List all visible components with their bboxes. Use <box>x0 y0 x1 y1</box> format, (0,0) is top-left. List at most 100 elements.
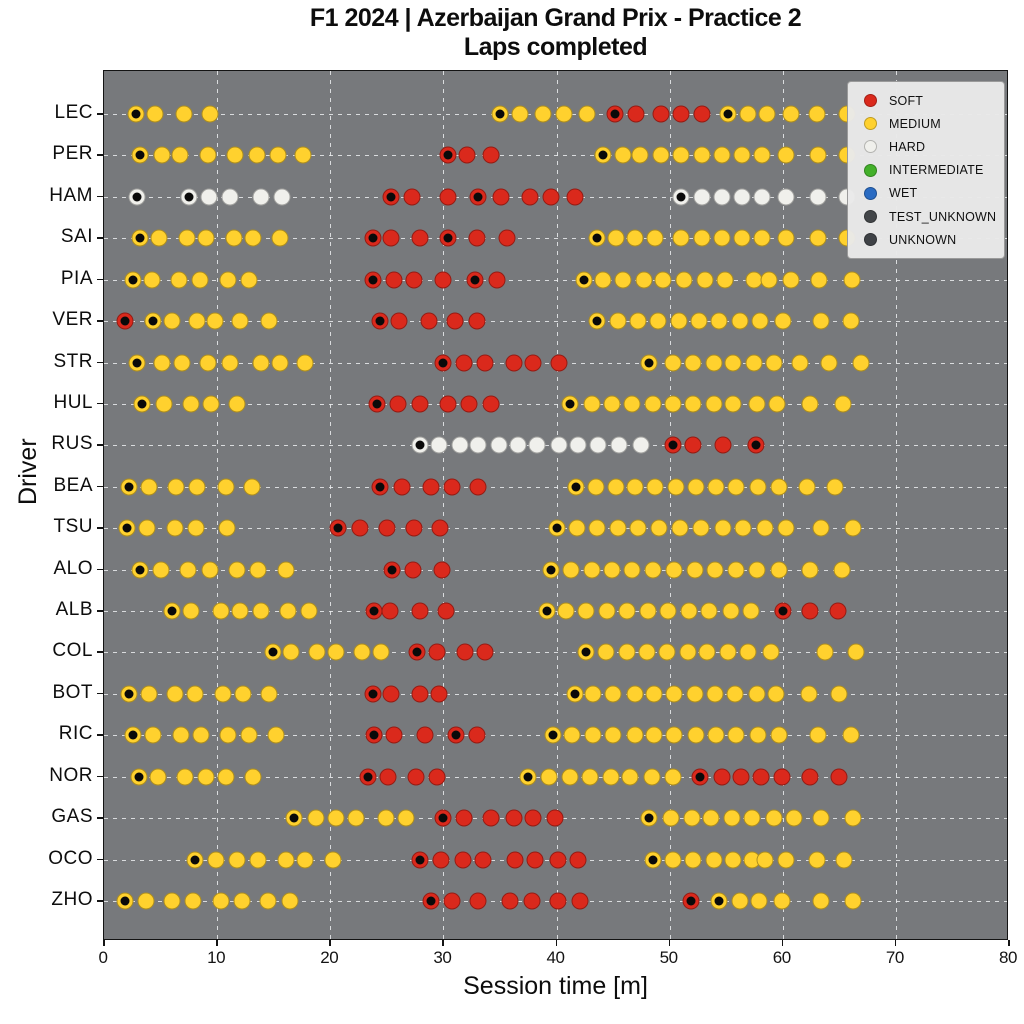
lap-dot <box>610 436 628 454</box>
lap-dot <box>221 354 239 372</box>
pit-lap-marker <box>368 689 378 699</box>
y-tick-mark <box>97 858 103 861</box>
lap-dot <box>144 312 162 330</box>
lap-dot <box>519 768 537 786</box>
lap-dot <box>524 354 542 372</box>
lap-dot <box>829 602 847 620</box>
pit-lap-marker <box>542 606 552 616</box>
lap-dot <box>756 519 774 537</box>
lap-dot <box>693 229 711 247</box>
lap-dot <box>549 851 567 869</box>
y-tick-label-driver: RIC <box>58 723 93 745</box>
pit-lap-marker <box>124 689 134 699</box>
lap-dot <box>443 892 461 910</box>
lap-dot <box>182 395 200 413</box>
lap-dot <box>816 643 834 661</box>
lap-dot <box>604 726 622 744</box>
y-tick-mark <box>97 900 103 902</box>
y-tick-mark <box>97 485 103 488</box>
lap-dot <box>271 354 289 372</box>
lap-dot <box>667 478 685 496</box>
x-tick-label: 10 <box>207 948 226 967</box>
lap-dot <box>710 312 728 330</box>
lap-dot <box>296 354 314 372</box>
lap-dot <box>584 726 602 744</box>
x-tick-label: 20 <box>320 948 339 967</box>
lap-dot <box>411 395 429 413</box>
pit-lap-marker <box>415 440 425 450</box>
lap-dot <box>327 809 345 827</box>
lap-dot <box>528 436 546 454</box>
pit-lap-marker <box>387 565 397 575</box>
y-tick-label-driver: VER <box>52 309 93 331</box>
x-tick-mark <box>894 940 897 946</box>
lap-dot <box>244 229 262 247</box>
legend-compound-dot <box>864 117 877 131</box>
lap-dot <box>219 726 237 744</box>
y-tick-mark <box>97 444 103 446</box>
lap-dot <box>393 478 411 496</box>
lap-dot <box>282 643 300 661</box>
lap-dot <box>431 519 449 537</box>
lap-dot <box>206 312 224 330</box>
lap-dot <box>644 561 662 579</box>
lap-dot <box>632 436 650 454</box>
lap-dot <box>492 188 510 206</box>
x-tick-label: 80 <box>999 948 1017 967</box>
lap-dot <box>231 602 249 620</box>
lap-dot <box>589 436 607 454</box>
lap-dot <box>726 685 744 703</box>
lap-dot <box>279 602 297 620</box>
y-tick-mark <box>97 154 103 156</box>
x-axis-label: Session time [m] <box>463 972 648 1000</box>
lap-dot <box>731 892 749 910</box>
lap-dot <box>146 105 164 123</box>
lap-dot <box>569 436 587 454</box>
lap-dot <box>714 436 732 454</box>
lap-dot <box>809 229 827 247</box>
lap-dot <box>753 229 771 247</box>
lap-dot <box>381 602 399 620</box>
lap-dot <box>385 726 403 744</box>
lap-dot <box>640 809 658 827</box>
lap-dot <box>212 602 230 620</box>
lap-dot <box>750 892 768 910</box>
lap-dot <box>201 561 219 579</box>
lap-dot <box>664 395 682 413</box>
legend-label: TEST_UNKNOWN <box>889 209 997 224</box>
pit-lap-marker <box>751 440 761 450</box>
lap-dot <box>598 602 616 620</box>
lap-dot <box>705 354 723 372</box>
lap-dot <box>548 519 565 537</box>
x-tick-mark <box>1008 940 1010 946</box>
lap-dot <box>171 146 189 164</box>
lap-dot <box>588 519 606 537</box>
legend: SOFT MEDIUM HARD INTERMEDIATE WET TEST_UNKNOW… <box>847 81 1005 260</box>
chart-title-line1: F1 2024 | Azerbaijan Grand Prix - Practi… <box>309 4 802 32</box>
gridline-horizontal <box>104 114 1007 115</box>
lap-dot <box>143 271 160 289</box>
lap-dot <box>830 768 848 786</box>
legend-label: UNKNOWN <box>889 232 957 247</box>
lap-dot <box>269 146 287 164</box>
lap-dot <box>221 188 239 206</box>
lap-dot <box>583 395 601 413</box>
lap-dot <box>197 768 215 786</box>
lap-dot <box>609 519 627 537</box>
lap-dot <box>420 312 438 330</box>
lap-dot <box>173 354 191 372</box>
lap-dot <box>602 768 620 786</box>
lap-dot <box>116 892 134 910</box>
lap-dot <box>347 809 365 827</box>
lap-dot <box>662 809 680 827</box>
legend-entry: MEDIUM <box>858 112 994 135</box>
lap-dot <box>144 726 162 744</box>
gridline-vertical <box>443 71 445 939</box>
lap-dot <box>626 685 644 703</box>
lap-dot <box>614 146 632 164</box>
legend-entry: TEST_UNKNOWN <box>858 205 997 228</box>
lap-dot <box>186 685 203 703</box>
lap-dot <box>233 892 251 910</box>
pit-lap-marker <box>644 813 654 823</box>
lap-dot <box>618 602 636 620</box>
